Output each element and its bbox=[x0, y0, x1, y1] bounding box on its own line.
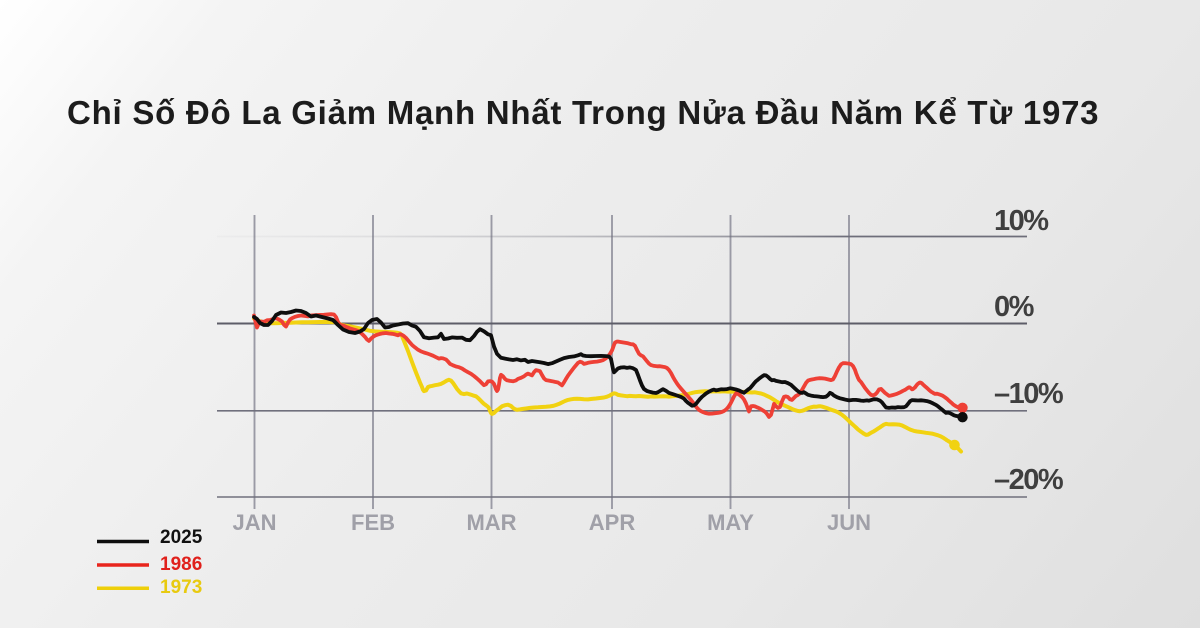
svg-text:0%: 0% bbox=[994, 291, 1035, 323]
svg-text:MAR: MAR bbox=[466, 510, 516, 535]
svg-text:MAY: MAY bbox=[707, 510, 754, 535]
svg-text:1986: 1986 bbox=[160, 554, 202, 575]
svg-text:FEB: FEB bbox=[351, 510, 395, 535]
svg-text:10%: 10% bbox=[994, 205, 1049, 237]
svg-text:JUN: JUN bbox=[827, 510, 871, 535]
svg-text:2025: 2025 bbox=[160, 527, 203, 548]
svg-text:–10%: –10% bbox=[994, 378, 1064, 410]
svg-text:–20%: –20% bbox=[994, 464, 1064, 496]
svg-text:JAN: JAN bbox=[232, 510, 276, 535]
svg-text:1973: 1973 bbox=[160, 577, 202, 598]
svg-text:APR: APR bbox=[589, 510, 636, 535]
